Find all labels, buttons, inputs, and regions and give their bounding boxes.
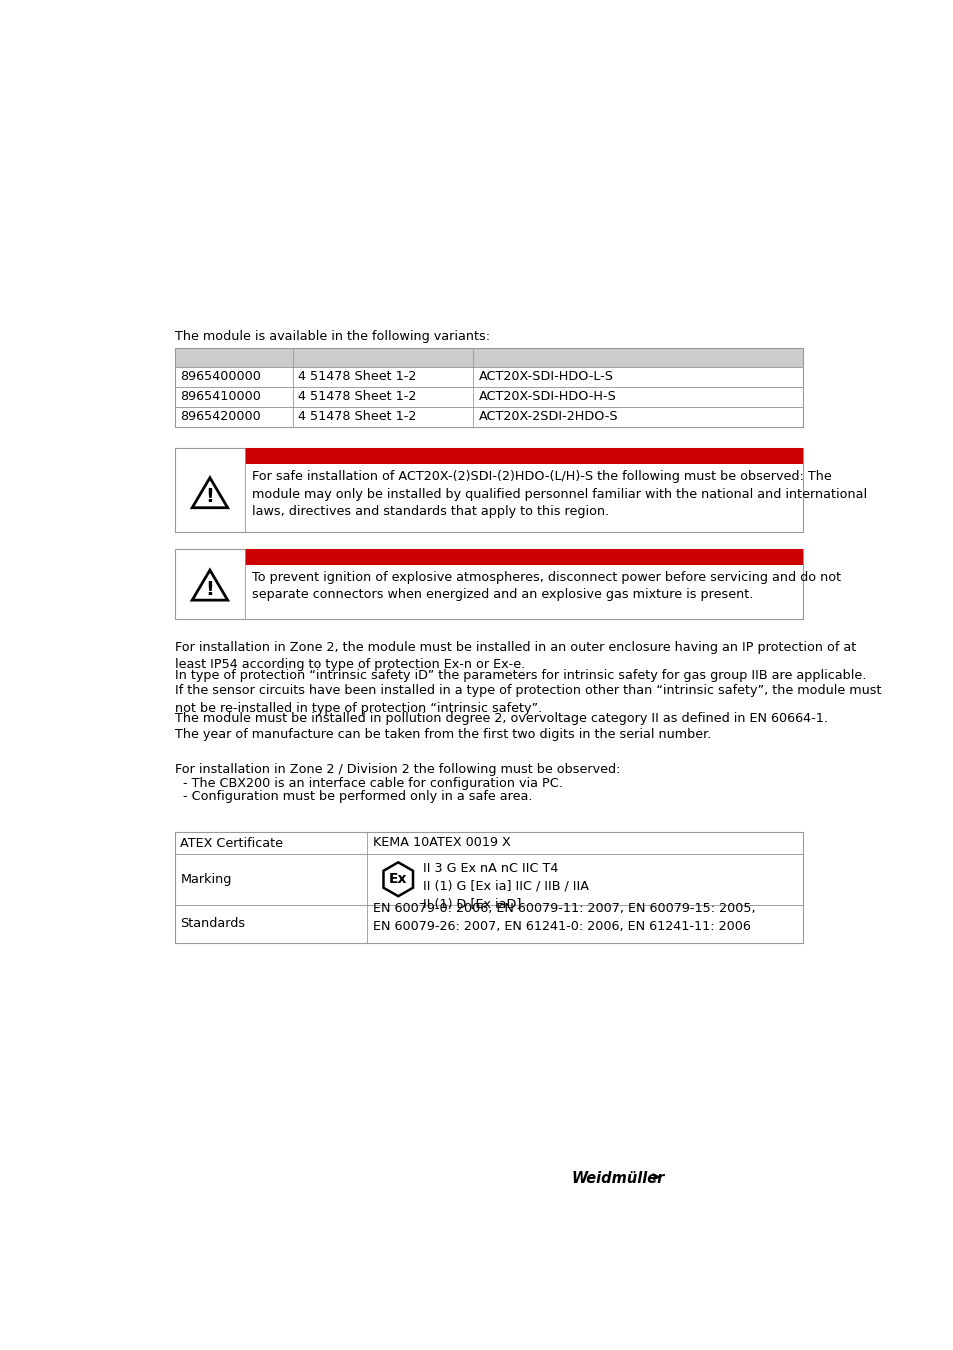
Text: Marking: Marking (180, 872, 232, 886)
Text: Weidmüller: Weidmüller (571, 1170, 664, 1185)
FancyBboxPatch shape (174, 448, 802, 532)
Text: If the sensor circuits have been installed in a type of protection other than “i: If the sensor circuits have been install… (174, 684, 881, 716)
Text: To prevent ignition of explosive atmospheres, disconnect power before servicing : To prevent ignition of explosive atmosph… (252, 571, 840, 601)
Polygon shape (192, 478, 228, 508)
Text: In type of protection “intrinsic safety iD” the parameters for intrinsic safety : In type of protection “intrinsic safety … (174, 668, 865, 682)
Text: Standards: Standards (180, 918, 245, 930)
FancyBboxPatch shape (174, 406, 802, 427)
Text: 4 51478 Sheet 1-2: 4 51478 Sheet 1-2 (298, 410, 416, 424)
Text: !: ! (205, 579, 214, 598)
Text: ACT20X-SDI-HDO-H-S: ACT20X-SDI-HDO-H-S (478, 390, 616, 404)
FancyBboxPatch shape (174, 853, 802, 905)
Text: For safe installation of ACT20X-(2)SDI-(2)HDO-(L/H)-S the following must be obse: For safe installation of ACT20X-(2)SDI-(… (252, 470, 866, 518)
FancyBboxPatch shape (174, 549, 802, 618)
Text: For installation in Zone 2 / Division 2 the following must be observed:: For installation in Zone 2 / Division 2 … (174, 763, 619, 776)
Text: 8965420000: 8965420000 (180, 410, 261, 424)
Text: - Configuration must be performed only in a safe area.: - Configuration must be performed only i… (174, 790, 532, 803)
FancyBboxPatch shape (174, 387, 802, 406)
Text: The module is available in the following variants:: The module is available in the following… (174, 329, 490, 343)
Text: 8965400000: 8965400000 (180, 370, 261, 383)
Text: The module must be installed in pollution degree 2, overvoltage category II as d: The module must be installed in pollutio… (174, 713, 827, 725)
FancyBboxPatch shape (174, 904, 802, 944)
Text: 4 51478 Sheet 1-2: 4 51478 Sheet 1-2 (298, 370, 416, 383)
Text: Ex: Ex (389, 872, 407, 886)
Text: EN 60079-0: 2006, EN 60079-11: 2007, EN 60079-15: 2005,
EN 60079-26: 2007, EN 61: EN 60079-0: 2006, EN 60079-11: 2007, EN … (373, 902, 755, 933)
Text: !: ! (205, 487, 214, 506)
FancyBboxPatch shape (174, 348, 802, 367)
Text: - The CBX200 is an interface cable for configuration via PC.: - The CBX200 is an interface cable for c… (174, 776, 562, 790)
Text: ➤: ➤ (650, 1170, 660, 1184)
Text: 8965410000: 8965410000 (180, 390, 261, 404)
Polygon shape (192, 570, 228, 601)
Text: ACT20X-SDI-HDO-L-S: ACT20X-SDI-HDO-L-S (478, 370, 613, 383)
Text: ACT20X-2SDI-2HDO-S: ACT20X-2SDI-2HDO-S (478, 410, 618, 424)
Text: The year of manufacture can be taken from the first two digits in the serial num: The year of manufacture can be taken fro… (174, 728, 711, 741)
FancyBboxPatch shape (245, 448, 802, 464)
FancyBboxPatch shape (174, 367, 802, 387)
Text: 4 51478 Sheet 1-2: 4 51478 Sheet 1-2 (298, 390, 416, 404)
FancyBboxPatch shape (174, 833, 802, 853)
Text: ATEX Certificate: ATEX Certificate (180, 837, 283, 849)
Text: II 3 G Ex nA nC IIC T4
II (1) G [Ex ia] IIC / IIB / IIA
II (1) D [Ex iaD]: II 3 G Ex nA nC IIC T4 II (1) G [Ex ia] … (422, 861, 588, 910)
Text: For installation in Zone 2, the module must be installed in an outer enclosure h: For installation in Zone 2, the module m… (174, 641, 856, 671)
FancyBboxPatch shape (245, 549, 802, 564)
Text: KEMA 10ATEX 0019 X: KEMA 10ATEX 0019 X (373, 836, 510, 849)
